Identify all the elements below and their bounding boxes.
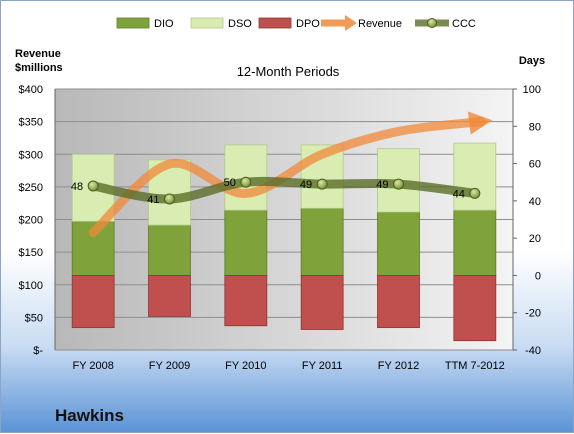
dso-bar — [453, 142, 497, 211]
company-name: Hawkins — [55, 406, 124, 425]
chart-title: 12-Month Periods — [237, 64, 340, 79]
axes: $- $50 $100 $150 $200 $250 $300 $350 $400 -40 -20 0… — [19, 84, 541, 372]
category-label: FY 2010 — [225, 360, 266, 372]
ccc-point — [240, 176, 252, 188]
category-label: TTM 7-2012 — [445, 360, 505, 372]
left-tick-label: $200 — [19, 215, 43, 227]
legend-label: CCC — [452, 18, 476, 30]
right-tick-label: 0 — [535, 270, 541, 282]
legend-label: Revenue — [358, 18, 402, 30]
left-tick-label: $- — [33, 345, 43, 357]
left-tick-label: $350 — [19, 117, 43, 129]
legend-swatch — [258, 17, 292, 29]
legend-item-dio: DIO — [116, 17, 174, 30]
category-label: FY 2011 — [302, 360, 343, 372]
left-tick-label: $250 — [19, 182, 43, 194]
lines: 48 41 50 49 49 44 — [71, 111, 493, 238]
right-tick-label: -40 — [525, 345, 541, 357]
ccc-point — [393, 178, 404, 190]
legend-item-dpo: DPO — [258, 17, 320, 30]
left-axis-title-line2: $millions — [15, 62, 63, 74]
legend-swatch — [190, 17, 224, 29]
ccc-point — [164, 193, 175, 205]
legend-item-revenue: Revenue — [321, 15, 402, 31]
legend-item-dso: DSO — [190, 17, 252, 30]
category-label: FY 2008 — [72, 360, 113, 372]
dio-bar — [224, 209, 268, 276]
right-tick-label: 80 — [529, 121, 541, 133]
ccc-data-label: 44 — [453, 188, 465, 200]
left-tick-label: $150 — [19, 247, 43, 259]
legend-label: DIO — [154, 18, 174, 30]
category-label: FY 2012 — [378, 360, 419, 372]
legend-item-ccc: CCC — [415, 18, 476, 30]
ccc-data-label: 41 — [147, 194, 159, 206]
dio-bar — [453, 209, 497, 276]
ccc-point — [469, 187, 481, 199]
dio-bar — [377, 211, 420, 276]
ccc-data-label: 49 — [300, 179, 312, 191]
right-tick-label: 20 — [529, 233, 541, 245]
left-axis-title-line1: Revenue — [15, 48, 61, 60]
ccc-line — [88, 176, 480, 204]
right-axis-title: Days — [519, 55, 545, 67]
dpo-bar — [300, 275, 344, 330]
dpo-bar — [224, 275, 268, 327]
ccc-point — [316, 178, 328, 190]
right-tick-label: -20 — [525, 308, 541, 320]
ccc-data-label: 48 — [71, 181, 83, 193]
legend: DIO DSO DPO Revenue CCC — [116, 15, 476, 31]
gridlines — [55, 88, 513, 351]
legend-swatch — [116, 17, 150, 29]
dio-bar — [300, 207, 344, 276]
dio-bar — [148, 224, 191, 276]
ccc-point — [87, 180, 99, 192]
legend-arrowhead — [345, 15, 357, 31]
right-tick-label: 40 — [529, 196, 541, 208]
dpo-bar — [71, 275, 115, 329]
right-tick-label: 60 — [529, 159, 541, 171]
category-label: FY 2009 — [149, 360, 190, 372]
dpo-bar — [148, 275, 191, 317]
dpo-bar — [377, 275, 420, 329]
legend-label: DPO — [296, 18, 320, 30]
legend-label: DSO — [228, 18, 252, 30]
left-tick-label: $400 — [19, 84, 43, 96]
ccc-data-label: 50 — [224, 177, 236, 189]
left-tick-label: $50 — [25, 312, 43, 324]
left-tick-label: $100 — [19, 280, 43, 292]
legend-marker — [427, 18, 437, 28]
right-tick-label: 100 — [523, 84, 541, 96]
left-tick-label: $300 — [19, 149, 43, 161]
dpo-bar — [453, 275, 497, 342]
ccc-data-label: 49 — [376, 179, 388, 191]
